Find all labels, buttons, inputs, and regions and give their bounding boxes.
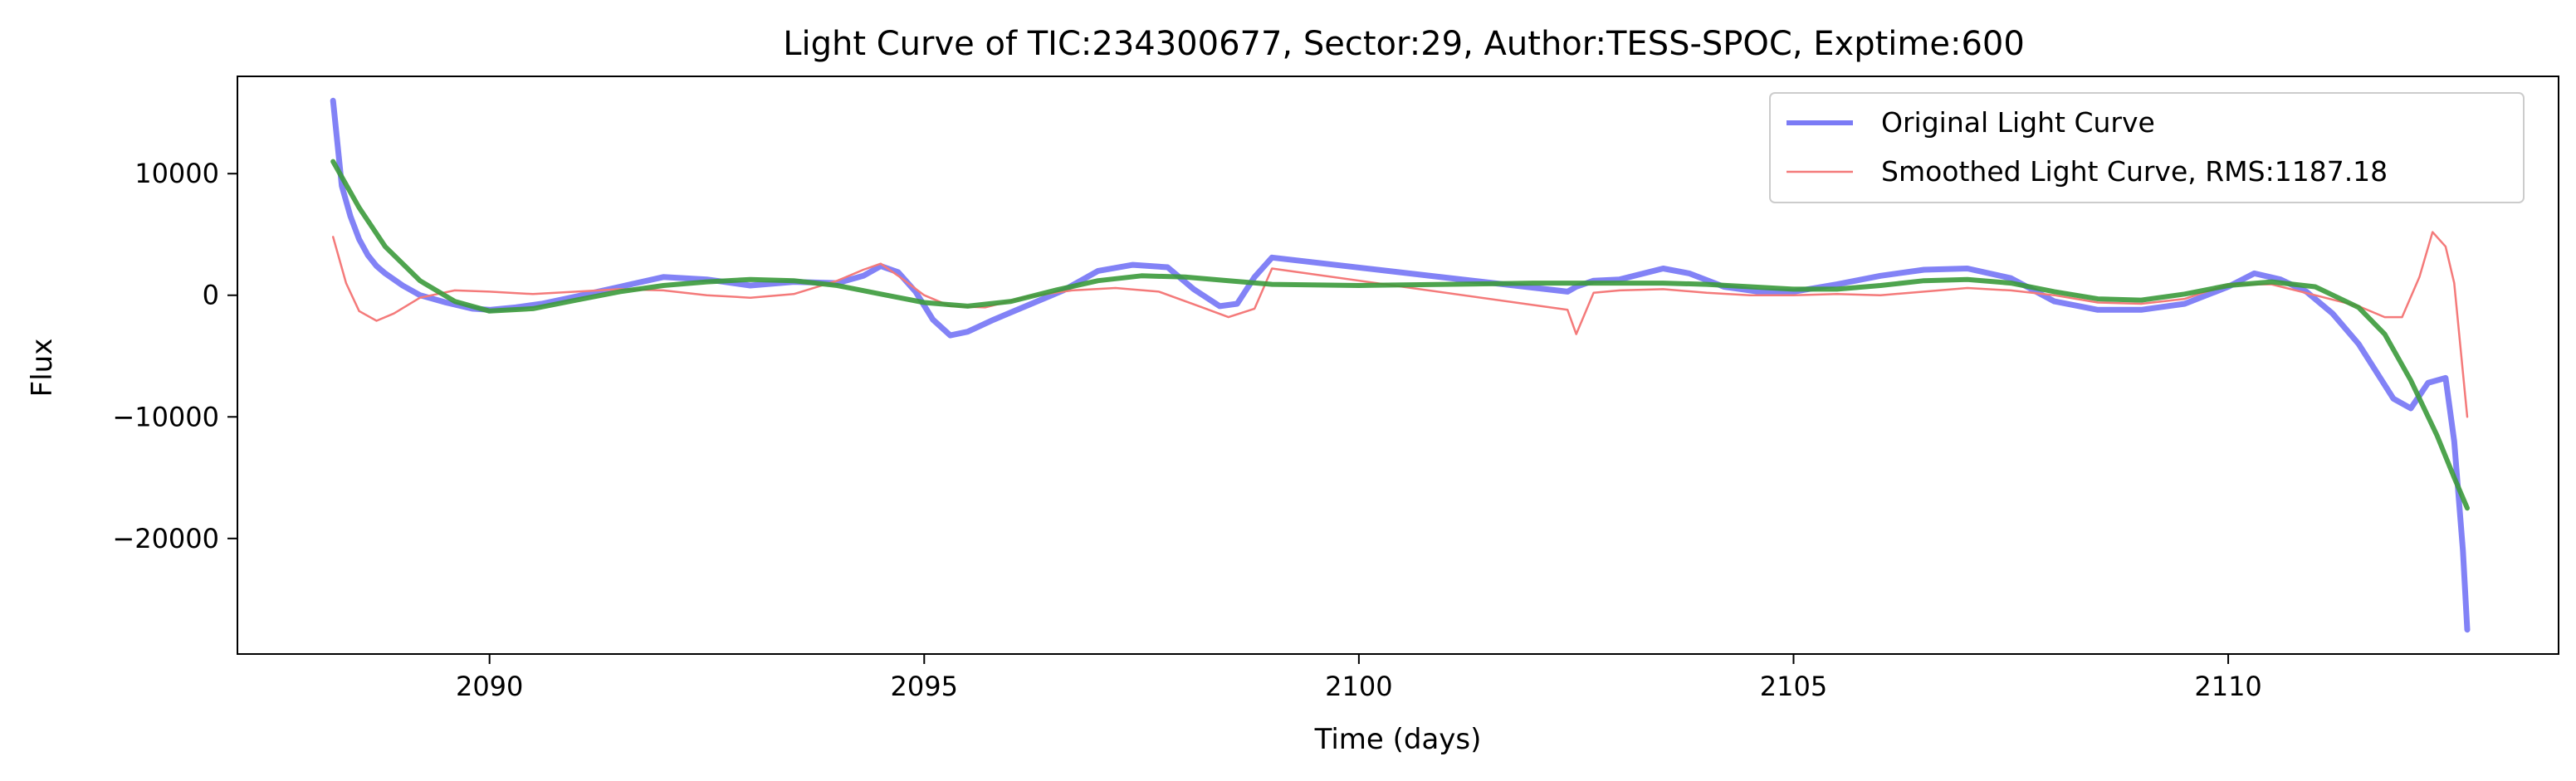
- chart-title: Light Curve of TIC:234300677, Sector:29,…: [783, 25, 2025, 63]
- x-axis-label: Time (days): [1314, 723, 1482, 756]
- y-tick-label: −10000: [112, 401, 219, 432]
- x-tick-label: 2100: [1325, 671, 1392, 702]
- plot-frame: [237, 76, 2559, 655]
- plot-area: [237, 76, 2559, 655]
- x-tick-label: 2090: [456, 671, 523, 702]
- legend-label-original: Original Light Curve: [1881, 106, 2155, 139]
- y-tick-label: −20000: [112, 523, 219, 554]
- series-layer: [330, 97, 2471, 633]
- y-axis: −20000 −10000 0 10000: [112, 158, 237, 554]
- legend-label-smoothed: Smoothed Light Curve, RMS:1187.18: [1881, 155, 2388, 188]
- x-tick-label: 2095: [891, 671, 958, 702]
- x-axis: 2090 2095 2100 2105 2110: [456, 654, 2262, 702]
- fit-curve-line: [330, 159, 2470, 511]
- y-tick-label: 10000: [134, 158, 219, 189]
- legend-box: [1769, 92, 2525, 203]
- legend: Original Light Curve Smoothed Light Curv…: [1769, 92, 2525, 203]
- y-axis-label: Flux: [26, 339, 59, 398]
- x-tick-label: 2110: [2194, 671, 2261, 702]
- y-tick-label: 0: [203, 280, 219, 311]
- x-tick-label: 2105: [1760, 671, 1827, 702]
- smoothed-light-curve-line: [331, 231, 2469, 418]
